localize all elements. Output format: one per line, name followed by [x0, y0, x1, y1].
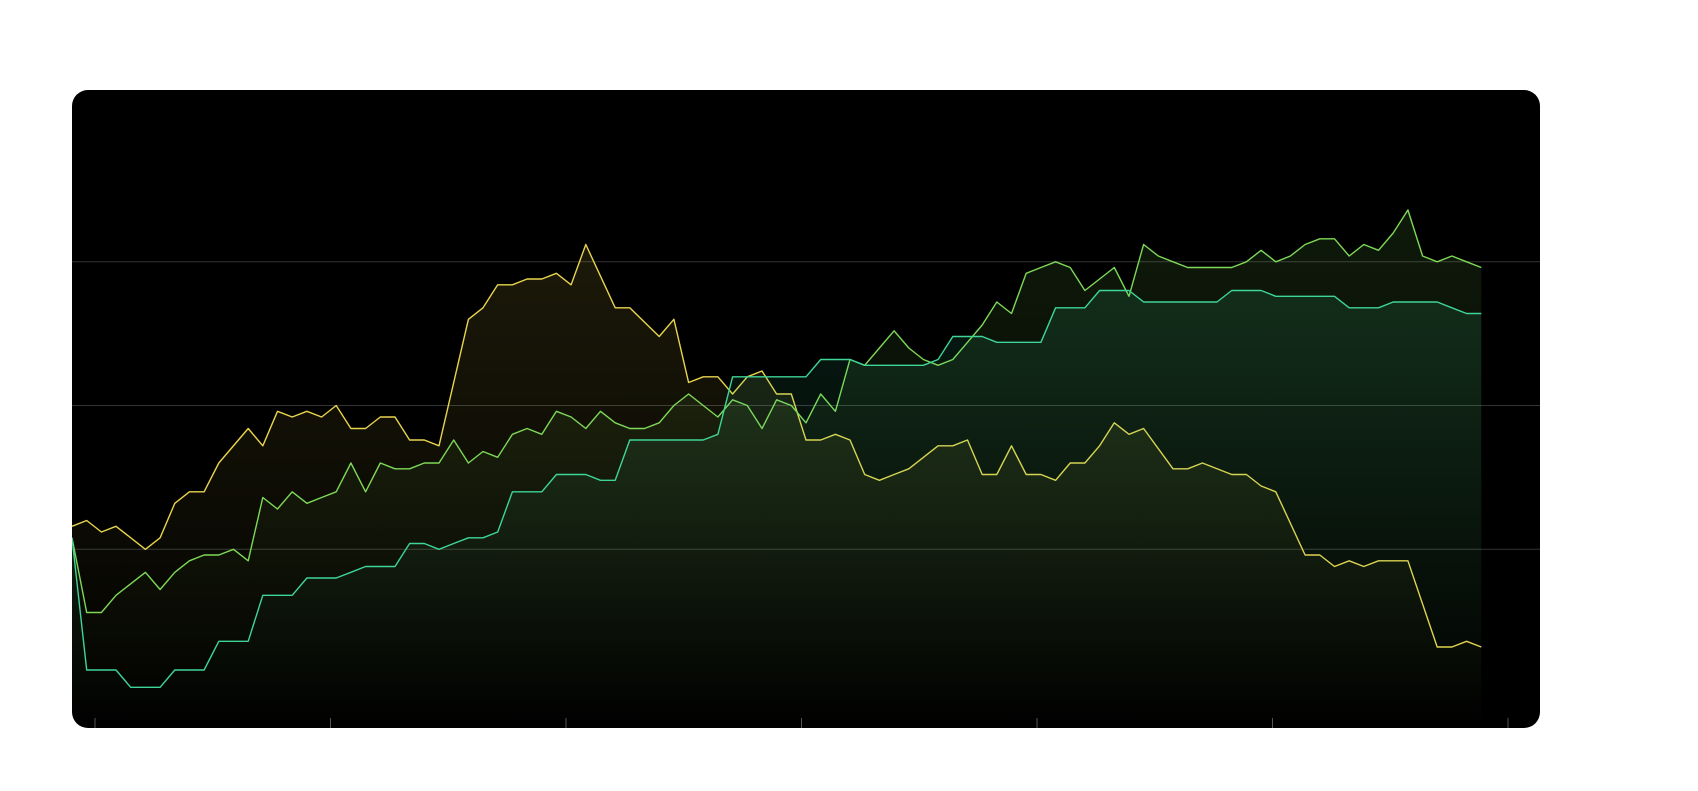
series-area-3	[72, 290, 1482, 728]
plot-area	[72, 209, 1540, 728]
series-line-3	[72, 289, 1482, 688]
